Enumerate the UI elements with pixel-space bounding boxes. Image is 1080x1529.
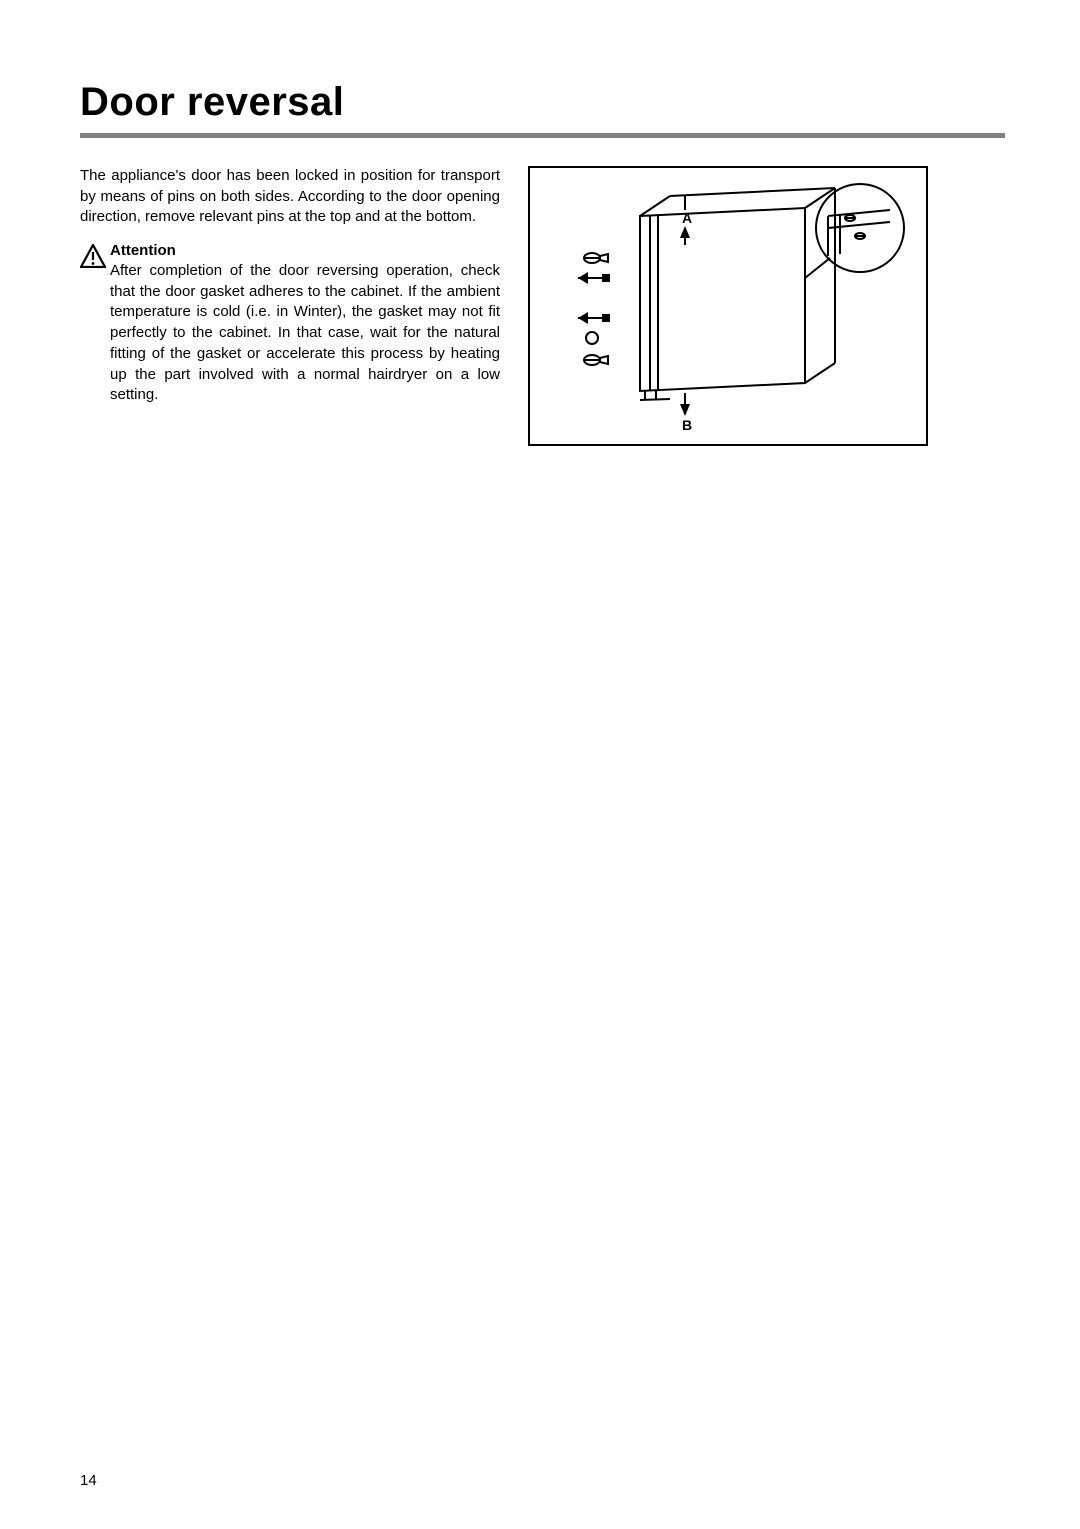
warning-triangle-icon [80,244,106,273]
content-columns: The appliance's door has been locked in … [80,166,1005,446]
page-number: 14 [80,1472,97,1489]
right-column: A B [528,166,1005,446]
left-column: The appliance's door has been locked in … [80,166,500,446]
page: Door reversal The appliance's door has b… [0,0,1080,1529]
figure-label-a: A [682,210,692,226]
attention-body: After completion of the door reversing o… [110,261,500,406]
attention-heading: Attention [110,242,500,259]
page-title: Door reversal [80,80,1005,125]
figure-label-b: B [682,417,692,433]
door-reversal-diagram: A B [530,168,926,444]
intro-paragraph: The appliance's door has been locked in … [80,166,500,228]
attention-text: Attention After completion of the door r… [110,242,500,406]
figure-frame: A B [528,166,928,446]
title-rule [80,133,1005,138]
attention-block: Attention After completion of the door r… [80,242,500,406]
